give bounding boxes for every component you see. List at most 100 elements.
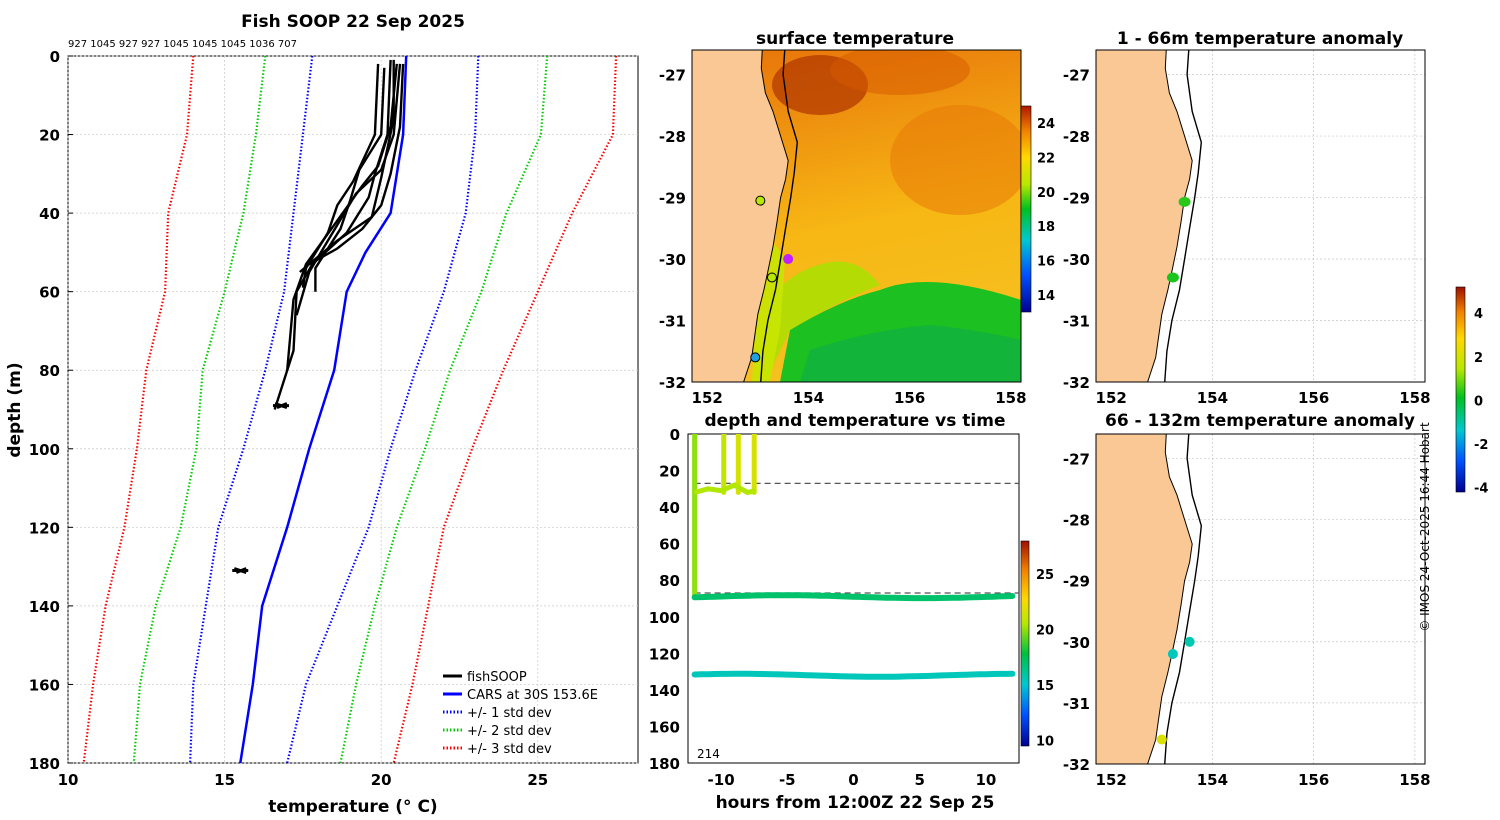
sst-title: surface temperature [756,29,954,49]
time-xtick-label: 0 [848,771,858,789]
profile-panel: 10 15 20 25 0 20 40 60 80 100 120 140 160 180 Fish SO… [5,12,639,817]
map-ytick-label: -27 [1063,67,1090,85]
profile-ylabel: depth (m) [5,362,25,457]
map-ytick-label: -29 [659,190,686,208]
series-line [286,55,480,764]
time-ytick-label: 40 [659,499,680,517]
map-ytick-label: -30 [1063,251,1090,269]
time-ytick-label: 100 [649,609,680,627]
fishsoop-profile [299,59,395,273]
profile-xtick-label: 15 [214,771,235,789]
time-tracks [691,434,1016,680]
anomaly-deep-title: 66 - 132m temperature anomaly [1105,411,1415,431]
time-bottom-track [691,592,1016,602]
sst-colorbar-ticks: 14 16 18 20 22 24 [1037,117,1055,304]
anomaly-deep-coastline [1147,434,1193,764]
sst-warm-east [890,105,1021,215]
map-xtick-label: 154 [1197,389,1228,407]
profile-ytick-label: 60 [39,284,60,302]
time-ytick-label: 60 [659,536,680,554]
map-ytick-label: -28 [1063,128,1090,146]
anomaly-deep-land [1096,434,1193,764]
map-ytick-label: -30 [1063,634,1090,652]
time-colorbar-label: 20 [1036,624,1054,639]
profile-axes-box [67,55,639,764]
anomaly-colorbar-label: -2 [1474,438,1488,453]
profile-ytick-label: 20 [39,127,60,145]
map-xtick-label: 154 [1197,771,1228,789]
anomaly-colorbar-label: 4 [1474,307,1483,322]
anomaly-deep-axes-box [1095,433,1426,765]
time-ytick-label: 80 [659,572,680,590]
sst-station-marker [766,272,777,283]
series-line [82,55,195,764]
fishsoop-profile [308,63,405,266]
time-colorbar-ticks: 10 15 20 25 [1036,568,1054,749]
profile-ytick-label: 180 [29,755,60,773]
time-colorbar-label: 15 [1036,679,1054,694]
map-ytick-label: -31 [659,313,686,331]
profile-ytick-label: 80 [39,362,60,380]
anomaly-deep-point [1167,649,1178,659]
anomaly-colorbar-label: -4 [1474,482,1488,497]
profile-ticks: 10 15 20 25 0 20 40 60 80 100 120 140 160 180 [29,48,549,789]
profile-ytick-label: 100 [29,441,60,459]
credit-text: © IMOS 24-Oct-2025 16:44 Hobart [1418,422,1432,632]
map-ytick-label: -32 [1063,756,1090,774]
sst-station-marker [750,352,761,363]
sst-colorbar [1020,105,1032,313]
sst-colorbar-label: 20 [1037,186,1055,201]
series-line [239,55,408,764]
profile-ytick-label: 120 [29,519,60,537]
map-xtick-label: 158 [995,389,1026,407]
profile-title: Fish SOOP 22 Sep 2025 [241,12,465,32]
map-ytick-label: -27 [659,67,686,85]
map-xtick-label: 154 [793,389,824,407]
map-xtick-label: 152 [1096,771,1127,789]
anomaly-deep-point [1184,636,1195,647]
map-xtick-label: 156 [1298,771,1329,789]
anomaly-shallow-points [1166,196,1191,283]
legend-label: +/- 2 std dev [467,724,552,739]
map-ytick-label: -28 [659,128,686,146]
sst-panel: 152 154 156 158 -27 -28 -29 -30 -31 -32 surface t… [659,29,1055,407]
map-ytick-label: -28 [1063,512,1090,530]
anomaly-shallow-land [1096,50,1193,382]
map-ytick-label: -30 [659,251,686,269]
sst-colorbar-label: 16 [1037,255,1055,270]
profile-ytick-label: 140 [29,598,60,616]
profile-xtick-label: 10 [58,771,79,789]
time-ytick-label: 0 [670,426,680,444]
legend-label: +/- 1 std dev [467,706,552,721]
time-title: depth and temperature vs time [705,411,1006,431]
profile-xtick-label: 20 [371,771,392,789]
map-xtick-label: 158 [1399,389,1430,407]
profile-ytick-label: 160 [29,676,60,694]
profile-legend: fishSOOP CARS at 30S 153.6E +/- 1 std dev +… [443,670,598,757]
anomaly-shallow-axes-box [1095,49,1426,383]
sst-station-markers [750,195,794,363]
time-colorbar [1020,540,1030,747]
anomaly-deep-isobath [1164,434,1203,764]
time-xtick-label: -10 [708,771,735,789]
sst-station-marker [755,195,766,206]
sst-warm-band [830,50,970,95]
time-ytick-label: 120 [649,645,680,663]
fishsoop-bottom-cluster [272,402,289,409]
time-ytick-label: 140 [649,682,680,700]
map-ytick-label: -27 [1063,450,1090,468]
time-xtick-label: 10 [975,771,996,789]
profile-ytick-label: 40 [39,205,60,223]
time-corner-label: 214 [697,747,720,761]
map-ytick-label: -29 [1063,573,1090,591]
legend-label: CARS at 30S 153.6E [467,688,598,703]
sst-front [765,261,880,382]
anomaly-colorbar-label: 2 [1474,351,1483,366]
anomaly-colorbar-label: 0 [1474,394,1483,409]
sst-ticks: 152 154 156 158 -27 -28 -29 -30 -31 -32 [659,67,1027,407]
profile-series [82,55,618,764]
anomaly-shallow-ticks: 152 154 156 158 -27 -28 -29 -30 -31 -32 [1063,67,1431,407]
sst-colorbar-label: 24 [1037,117,1055,132]
